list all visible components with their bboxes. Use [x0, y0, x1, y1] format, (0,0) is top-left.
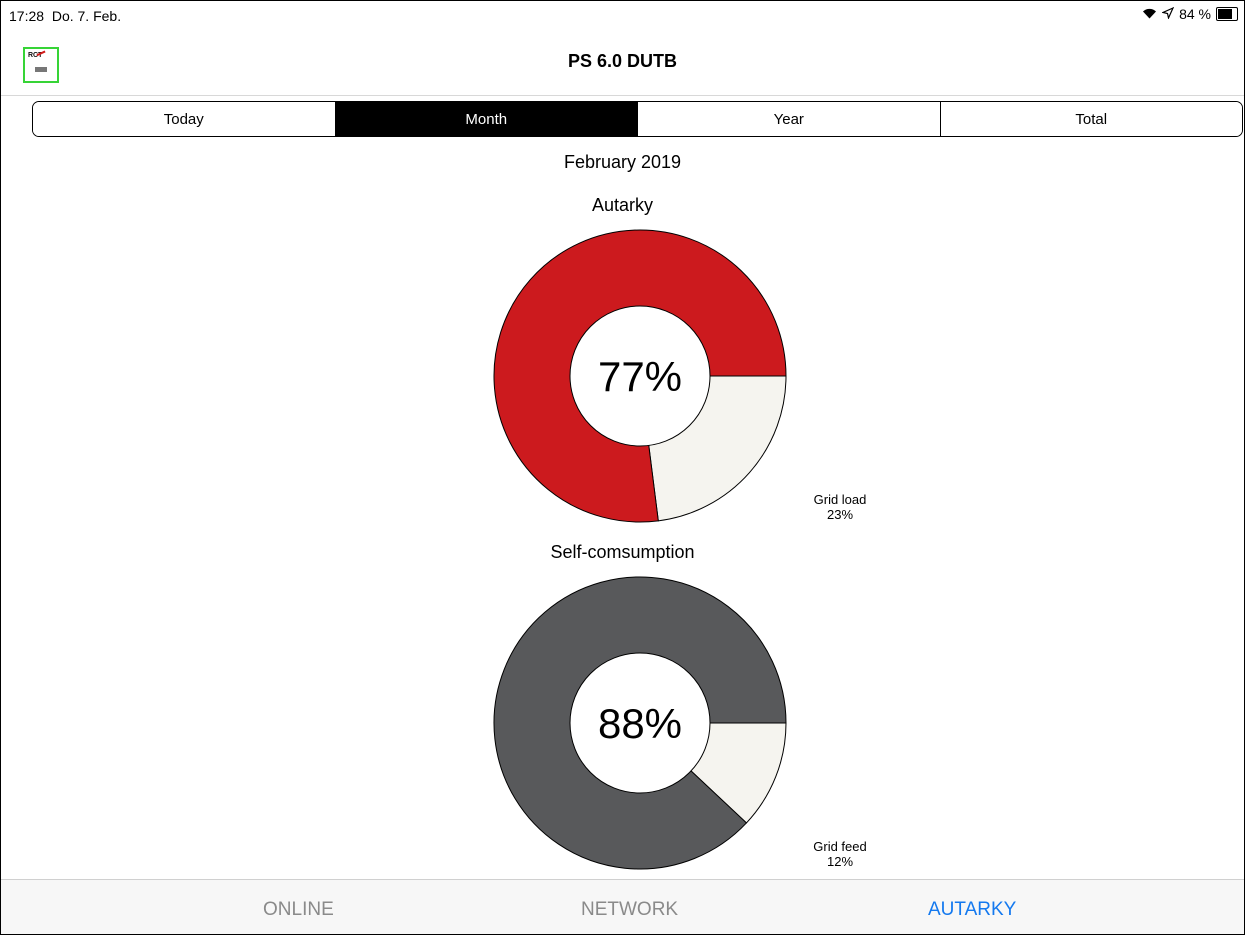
- tab-online[interactable]: ONLINE: [263, 899, 334, 921]
- slice-self-consumption-grid: [640, 723, 786, 823]
- navigation-bar: RCT PS 6.0 DUTB: [1, 29, 1244, 96]
- grid-load-annotation: Grid load 23%: [788, 492, 892, 522]
- slice-self-consumption-main: [494, 577, 786, 869]
- tab-network[interactable]: NETWORK: [581, 899, 678, 921]
- slice-autarky-main: [494, 230, 786, 522]
- grid-feed-label: Grid feed: [788, 839, 892, 854]
- status-bar: 17:28 Do. 7. Feb. 84 %: [1, 1, 1244, 29]
- page-title: PS 6.0 DUTB: [1, 51, 1244, 72]
- segment-month[interactable]: Month: [336, 102, 639, 136]
- period-label: February 2019: [1, 152, 1244, 173]
- battery-icon: [1216, 7, 1238, 21]
- self-consumption-donut-hole: [570, 653, 710, 793]
- grid-load-label: Grid load: [788, 492, 892, 507]
- segment-year[interactable]: Year: [638, 102, 941, 136]
- status-time: 17:28: [9, 8, 44, 24]
- autarky-donut-hole: [570, 306, 710, 446]
- status-date: Do. 7. Feb.: [52, 8, 121, 24]
- grid-load-value: 23%: [788, 507, 892, 522]
- grid-feed-value: 12%: [788, 854, 892, 869]
- autarky-center-value: 77%: [598, 353, 682, 400]
- status-clock: 17:28 Do. 7. Feb.: [9, 8, 121, 24]
- grid-feed-annotation: Grid feed 12%: [788, 839, 892, 869]
- segment-total[interactable]: Total: [941, 102, 1243, 136]
- location-arrow-icon: [1162, 6, 1174, 22]
- slice-autarky-grid: [640, 376, 786, 521]
- wifi-icon: [1142, 6, 1157, 22]
- tab-autarky[interactable]: AUTARKY: [928, 899, 1016, 921]
- tab-bar: ONLINE NETWORK AUTARKY: [1, 879, 1244, 935]
- self-consumption-center-value: 88%: [598, 700, 682, 747]
- segment-today[interactable]: Today: [33, 102, 336, 136]
- period-segmented-control: Today Month Year Total: [32, 101, 1243, 137]
- status-indicators: 84 %: [1142, 6, 1238, 22]
- autarky-chart-title: Autarky: [1, 195, 1244, 216]
- self-consumption-chart-title: Self-comsumption: [1, 542, 1244, 563]
- battery-percent: 84 %: [1179, 6, 1211, 22]
